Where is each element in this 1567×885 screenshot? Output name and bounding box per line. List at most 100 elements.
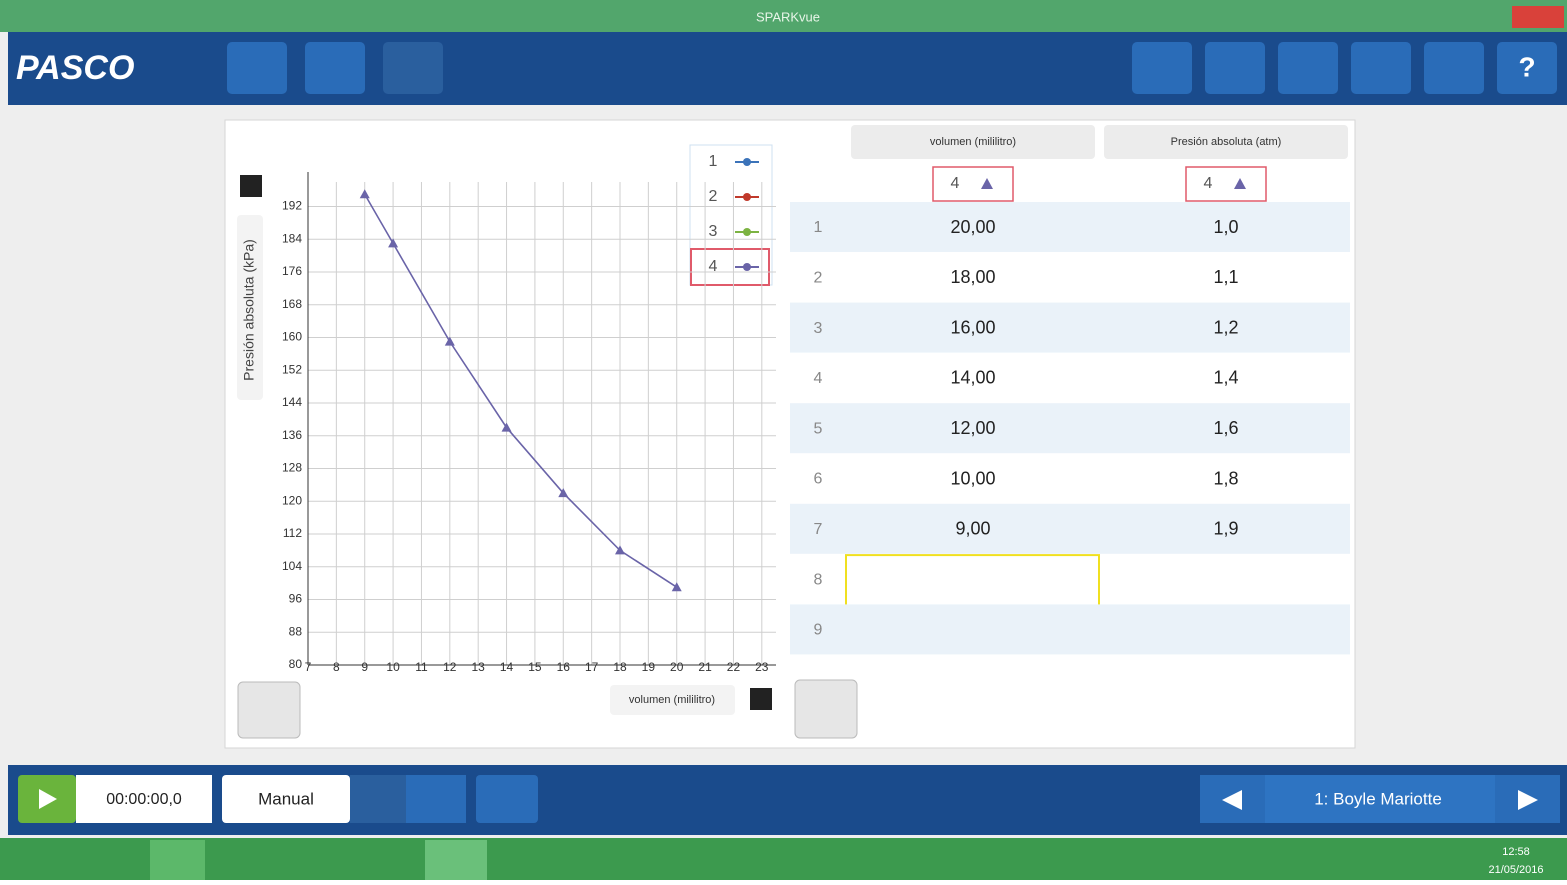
y-tick-label: 192: [282, 199, 302, 213]
data-point: [444, 336, 455, 346]
legend-label: 4: [709, 258, 718, 275]
y-tick-label: 128: [282, 461, 302, 475]
row-number: 4: [814, 370, 823, 387]
table-tools-button[interactable]: [794, 679, 858, 739]
data-point: [359, 189, 370, 199]
table-cell: 1,1: [1213, 267, 1238, 287]
journal-button[interactable]: [1351, 42, 1411, 94]
table-row: [790, 352, 1350, 403]
table-row: [790, 453, 1350, 504]
legend-box: [689, 144, 773, 286]
new-button[interactable]: [305, 42, 365, 94]
y-tick-label: 184: [282, 231, 302, 245]
table-cell: 1,2: [1213, 317, 1238, 337]
experiment-name: 1: Boyle Mariotte: [1314, 789, 1442, 808]
taskbar: [0, 838, 1567, 880]
taskbar-app[interactable]: [425, 840, 487, 880]
table-row: [790, 503, 1350, 554]
help-icon: ?: [1518, 51, 1535, 82]
column-header-text: Presión absoluta (atm): [1171, 136, 1282, 148]
x-tick-label: 11: [415, 660, 428, 674]
legend-selection: [690, 248, 770, 286]
x-label-button[interactable]: [610, 685, 735, 715]
row-number: 8: [814, 571, 823, 588]
table-row: [790, 302, 1350, 353]
legend-marker: [743, 228, 751, 236]
table-row: [790, 403, 1350, 454]
y-tick-label: 120: [282, 493, 302, 507]
table-row: [790, 252, 1350, 303]
table: volumen (mililitro) 4 Presión absoluta (at…: [790, 125, 1350, 655]
table-cell: 16,00: [950, 317, 995, 337]
x-tick-label: 14: [500, 660, 514, 674]
tools-button[interactable]: [1278, 42, 1338, 94]
run-selector: [932, 166, 1014, 202]
y-tick-label: 152: [282, 362, 302, 376]
table-cell: 20,00: [950, 217, 995, 237]
data-point: [558, 488, 569, 498]
sensor-button[interactable]: [1132, 42, 1192, 94]
data-point: [501, 422, 512, 432]
x-tick-label: 10: [386, 660, 400, 674]
time-text: 00:00:00,0: [106, 791, 182, 808]
help-button[interactable]: [1497, 42, 1557, 94]
lock-icon[interactable]: [750, 688, 772, 710]
taskbar-app[interactable]: [150, 840, 205, 880]
mode-button[interactable]: [222, 775, 350, 823]
window-title: SPARKvue: [756, 9, 820, 24]
y-tick-label: 88: [289, 624, 303, 638]
column-header: [851, 125, 1095, 159]
table-cell: 1,6: [1213, 418, 1238, 438]
row-number: 2: [814, 270, 823, 287]
close-button[interactable]: [1512, 6, 1564, 28]
camera-button[interactable]: [1424, 42, 1484, 94]
legend-marker: [743, 193, 751, 201]
x-tick-label: 16: [557, 660, 571, 674]
table-cell: 9,00: [955, 519, 990, 539]
row-number: 7: [814, 521, 823, 538]
data-point: [615, 545, 625, 555]
y-tick-label: 176: [282, 264, 302, 278]
table-row: [790, 554, 1350, 605]
row-number: 6: [814, 471, 823, 488]
table-cell: 1,0: [1213, 217, 1238, 237]
table-cell: 1,8: [1213, 468, 1238, 488]
prev-icon: [1222, 790, 1242, 810]
legend-label: 2: [709, 188, 718, 205]
play-icon: [39, 789, 57, 809]
x-axis-label: volumen (mililitro): [629, 694, 715, 706]
settings-button[interactable]: [476, 775, 538, 823]
lock-icon[interactable]: [240, 175, 262, 197]
legend-label: 1: [709, 153, 718, 170]
x-tick-label: 15: [528, 660, 542, 674]
graph-tools-button[interactable]: [237, 681, 301, 739]
row-number: 5: [814, 420, 823, 437]
run-marker: [981, 178, 993, 189]
table-cell: 12,00: [950, 418, 995, 438]
home-button[interactable]: [227, 42, 287, 94]
y-tick-label: 136: [282, 428, 302, 442]
table-cell: 18,00: [950, 267, 995, 287]
sampling-button[interactable]: [406, 775, 466, 823]
x-tick-label: 21: [698, 660, 712, 674]
legend-label: 3: [709, 223, 718, 240]
y-tick-label: 160: [282, 330, 302, 344]
y-tick-label: 104: [282, 559, 302, 573]
run-marker: [1234, 178, 1246, 189]
legend-marker: [743, 263, 751, 271]
x-tick-label: 17: [585, 660, 599, 674]
row-number: 9: [814, 622, 823, 639]
run-label: 4: [1204, 175, 1213, 192]
data-point: [388, 238, 399, 248]
y-label-button[interactable]: [237, 215, 263, 400]
time-display: [76, 775, 212, 823]
delete-button[interactable]: [383, 42, 443, 94]
stop-button[interactable]: [350, 775, 406, 823]
row-number: 3: [814, 320, 823, 337]
y-tick-label: 80: [289, 657, 303, 671]
y-tick-label: 168: [282, 297, 302, 311]
y-tick-label: 144: [282, 395, 302, 409]
data-button[interactable]: [1205, 42, 1265, 94]
logo: PASCO: [16, 49, 134, 87]
